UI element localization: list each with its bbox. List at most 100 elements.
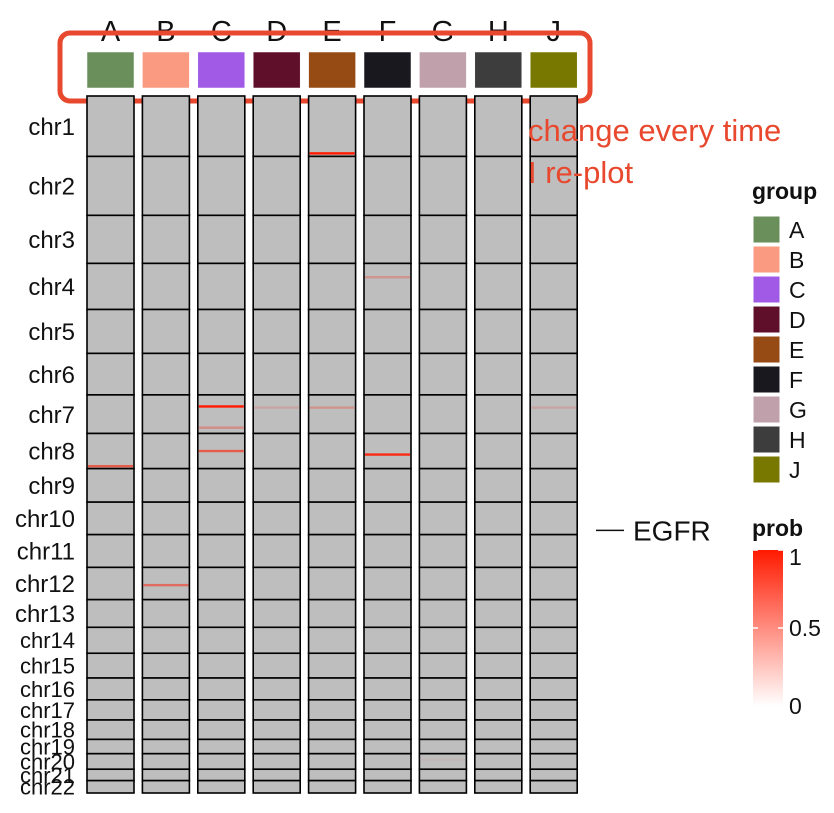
group-bar-cell-b xyxy=(142,51,190,89)
heatmap-body xyxy=(86,95,579,794)
row-label-chr9: chr9 xyxy=(28,473,75,500)
group-legend-swatch-h xyxy=(752,425,781,454)
cell-d-chr9 xyxy=(252,467,301,503)
cell-j-chr13 xyxy=(529,598,579,629)
highlight-mark-c-chr8-4 xyxy=(198,449,244,453)
cell-h-chr5 xyxy=(473,308,523,355)
cell-f-chr9 xyxy=(363,467,412,503)
cell-e-chr20 xyxy=(307,752,357,771)
cell-a-chr5 xyxy=(86,308,135,355)
cell-j-chr19 xyxy=(529,738,579,755)
cell-h-chr3 xyxy=(473,214,523,265)
cell-f-chr7 xyxy=(363,394,412,435)
cell-g-chr14 xyxy=(418,626,468,655)
cell-j-chr11 xyxy=(529,533,579,569)
heatmap-highlights xyxy=(88,152,577,762)
highlight-mark-c-chr7-3 xyxy=(198,426,244,429)
prob-legend: prob 1 0.5 0 xyxy=(752,515,821,719)
cell-f-chr18 xyxy=(363,719,412,741)
cell-j-chr22 xyxy=(529,779,579,794)
cell-c-chr15 xyxy=(197,652,246,679)
cell-b-chr9 xyxy=(141,467,191,503)
cell-f-chr10 xyxy=(363,501,412,536)
cell-g-chr2 xyxy=(418,155,468,217)
row-label-chr17: chr17 xyxy=(20,698,75,723)
cell-d-chr11 xyxy=(252,533,301,569)
cell-h-chr8 xyxy=(473,432,523,470)
cell-d-chr22 xyxy=(252,779,301,794)
highlight-mark-a-chr8-0 xyxy=(88,464,133,468)
group-bar-cell-d xyxy=(252,51,301,89)
row-label-chr13: chr13 xyxy=(15,601,75,628)
cell-g-chr11 xyxy=(418,533,468,569)
cell-j-chr8 xyxy=(529,432,579,470)
cell-c-chr19 xyxy=(197,738,246,755)
prob-legend-tick-label-1: 1 xyxy=(789,544,802,570)
cell-b-chr22 xyxy=(141,779,191,794)
cell-g-chr17 xyxy=(418,699,468,721)
cell-g-chr15 xyxy=(418,652,468,679)
cell-c-chr3 xyxy=(197,214,246,265)
cell-g-chr18 xyxy=(418,719,468,741)
highlight-mark-j-chr7-11 xyxy=(531,406,577,409)
cell-a-chr6 xyxy=(86,352,135,396)
cell-f-chr11 xyxy=(363,533,412,569)
group-bar-cell-j xyxy=(529,51,578,89)
cell-c-chr17 xyxy=(197,699,246,721)
cell-h-chr14 xyxy=(473,626,523,655)
cell-j-chr4 xyxy=(529,262,579,311)
row-label-chr6: chr6 xyxy=(28,362,75,389)
row-label-chr21: chr21 xyxy=(20,763,75,788)
cell-b-chr8 xyxy=(141,432,191,470)
row-label-chr8: chr8 xyxy=(28,439,75,466)
cell-f-chr5 xyxy=(363,308,412,355)
cell-j-chr16 xyxy=(529,677,579,701)
cell-e-chr22 xyxy=(307,779,357,794)
group-legend-swatch-d xyxy=(752,305,781,334)
highlight-mark-d-chr7-5 xyxy=(254,406,300,409)
cell-b-chr15 xyxy=(141,652,191,679)
cell-b-chr18 xyxy=(141,719,191,741)
highlight-mark-b-chr12-1 xyxy=(143,583,189,587)
cell-c-chr12 xyxy=(197,566,246,601)
cell-d-chr2 xyxy=(252,155,301,217)
cell-g-chr13 xyxy=(418,598,468,629)
cell-b-chr5 xyxy=(141,308,191,355)
row-label-chr15: chr15 xyxy=(20,654,75,679)
row-label-chr4: chr4 xyxy=(28,274,75,301)
cell-b-chr12 xyxy=(141,566,191,601)
highlight-mark-e-chr1-6 xyxy=(309,152,355,155)
cell-h-chr6 xyxy=(473,352,523,396)
cell-b-chr4 xyxy=(141,262,191,311)
group-legend-label-g: G xyxy=(789,397,807,423)
group-legend-label-a: A xyxy=(789,217,805,243)
cell-h-chr18 xyxy=(473,719,523,741)
group-legend-label-j: J xyxy=(789,457,801,483)
cell-c-chr16 xyxy=(197,677,246,701)
cell-d-chr18 xyxy=(252,719,301,741)
cell-c-chr20 xyxy=(197,752,246,771)
prob-legend-tick-label-0: 0 xyxy=(789,693,802,719)
cell-h-chr7 xyxy=(473,394,523,435)
cell-e-chr1 xyxy=(307,95,357,158)
cell-f-chr12 xyxy=(363,566,412,601)
cell-e-chr4 xyxy=(307,262,357,311)
cell-g-chr20 xyxy=(418,752,468,771)
cell-f-chr4 xyxy=(363,262,412,311)
group-legend-label-d: D xyxy=(789,307,806,333)
cell-g-chr22 xyxy=(418,779,468,794)
cell-e-chr14 xyxy=(307,626,357,655)
cell-g-chr3 xyxy=(418,214,468,265)
cell-b-chr16 xyxy=(141,677,191,701)
cell-e-chr18 xyxy=(307,719,357,741)
annotation-note-line-2: I re-plot xyxy=(528,155,633,190)
cell-d-chr7 xyxy=(252,394,301,435)
cell-f-chr3 xyxy=(363,214,412,265)
cell-j-chr3 xyxy=(529,214,579,265)
cell-b-chr1 xyxy=(141,95,191,158)
group-bar-cell-g xyxy=(419,51,467,89)
cell-j-chr12 xyxy=(529,566,579,601)
cell-j-chr14 xyxy=(529,626,579,655)
row-label-chr2: chr2 xyxy=(28,174,75,201)
